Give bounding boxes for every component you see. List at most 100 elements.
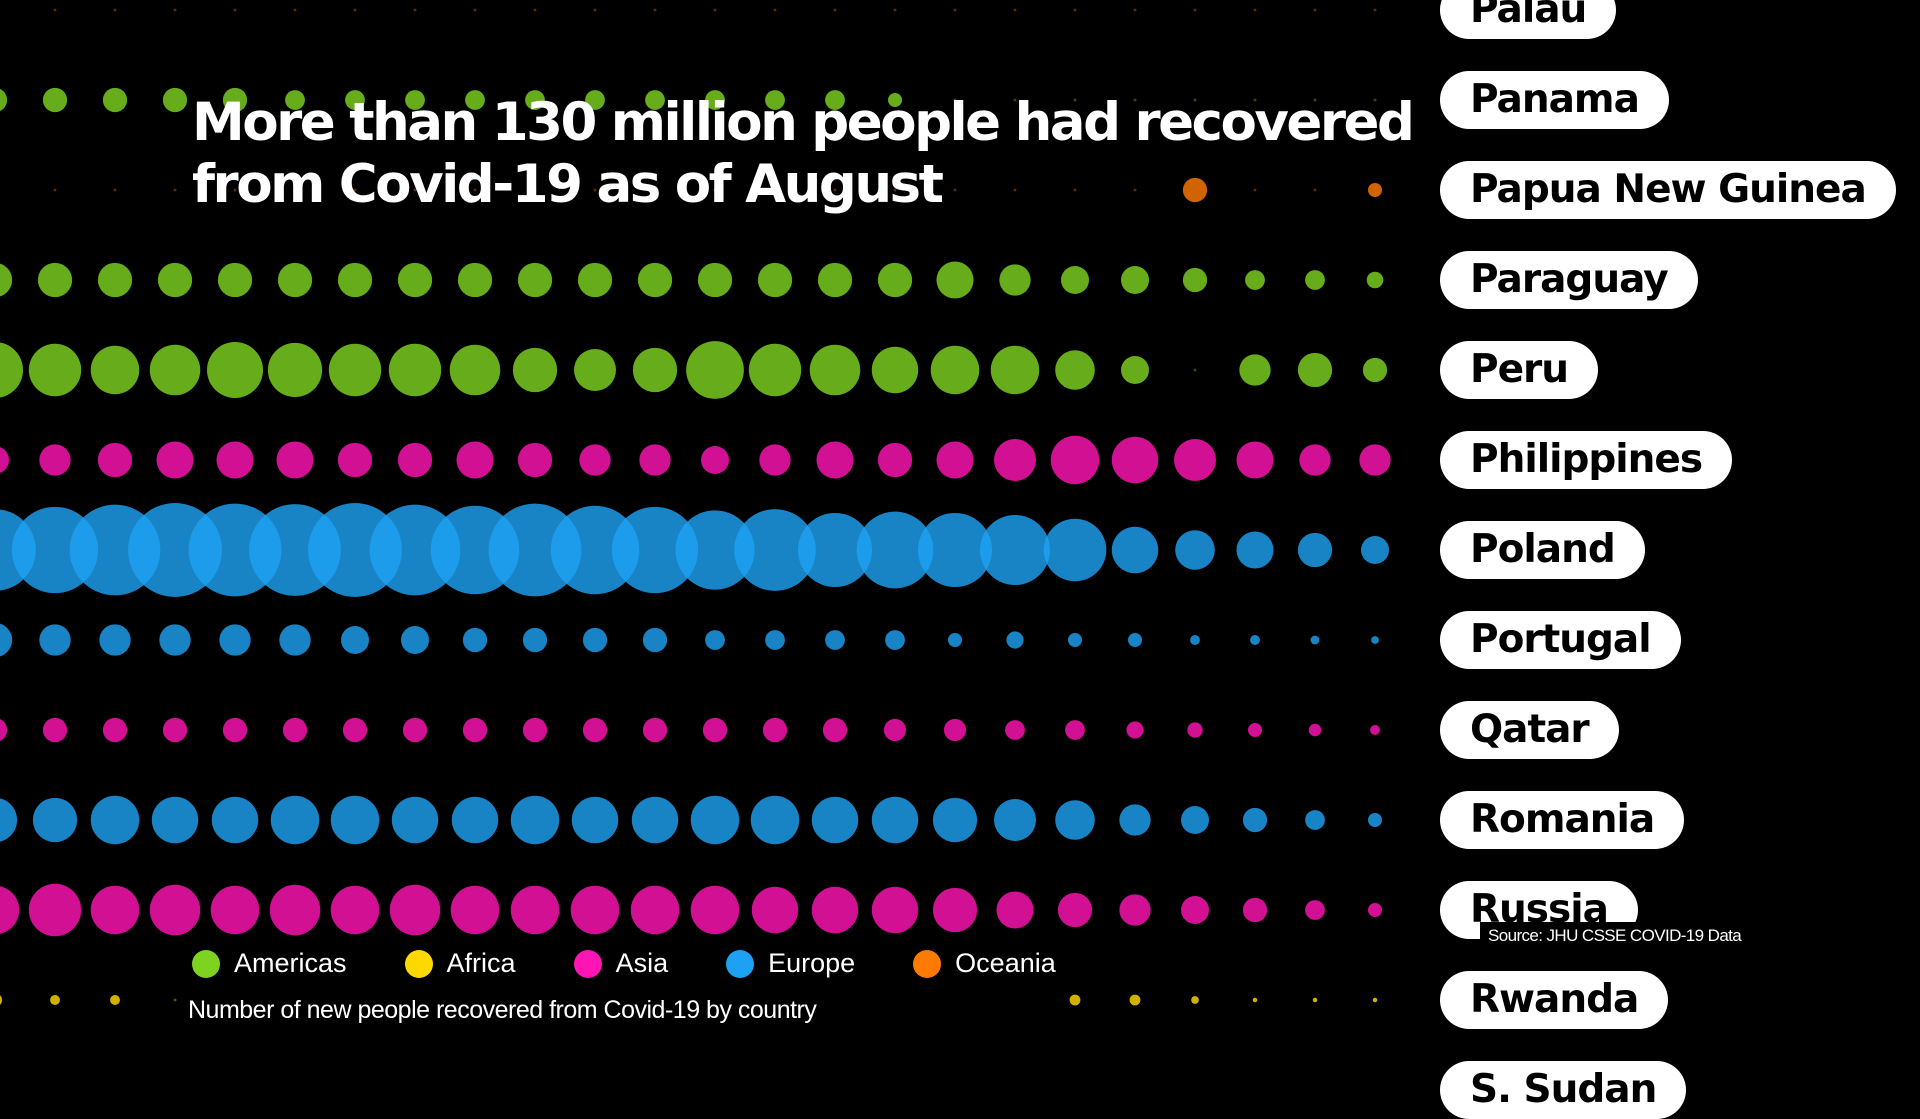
data-point: [1305, 900, 1325, 920]
legend-swatch-oceania: [913, 949, 942, 978]
data-point: [822, 717, 848, 743]
data-point: [1253, 8, 1257, 12]
data-point: [512, 347, 558, 393]
data-point: [893, 188, 897, 192]
bubble-chart: [0, 8, 1391, 1009]
data-point: [697, 262, 733, 298]
data-point: [330, 885, 380, 935]
country-label: Portugal: [1440, 611, 1681, 669]
data-point: [893, 8, 897, 12]
data-point: [885, 630, 905, 650]
data-point: [1121, 266, 1149, 294]
data-point: [1193, 368, 1197, 372]
data-point: [1193, 98, 1197, 102]
data-point: [282, 717, 308, 743]
data-point: [270, 795, 320, 845]
data-point: [702, 717, 728, 743]
data-point: [1181, 806, 1209, 834]
data-point: [173, 8, 177, 12]
data-point: [883, 718, 907, 742]
data-point: [233, 8, 237, 12]
data-point: [102, 87, 128, 113]
legend-label-europe: Europe: [768, 948, 856, 978]
country-label: Qatar: [1440, 701, 1619, 759]
data-point: [642, 627, 668, 653]
data-point: [825, 630, 845, 650]
data-point: [510, 795, 560, 845]
data-point: [1313, 188, 1317, 192]
data-point: [953, 8, 957, 12]
data-point: [1065, 720, 1085, 740]
data-point: [1242, 897, 1268, 923]
data-point: [217, 262, 253, 298]
data-point: [705, 90, 725, 110]
data-point: [856, 511, 934, 589]
data-point: [1252, 997, 1258, 1003]
data-point: [473, 188, 477, 192]
data-point: [510, 885, 560, 935]
data-point: [701, 446, 729, 474]
data-point: [90, 345, 140, 395]
data-point: [1310, 635, 1320, 645]
data-point: [0, 718, 8, 742]
legend-item-asia: Asia: [573, 948, 668, 979]
legend-swatch-asia: [573, 949, 602, 978]
data-point: [1253, 188, 1257, 192]
data-point: [675, 510, 755, 590]
data-point: [1248, 723, 1262, 737]
data-point: [632, 347, 678, 393]
data-point: [1073, 98, 1077, 102]
data-point: [267, 342, 323, 398]
data-point: [797, 512, 873, 588]
data-point: [1372, 997, 1378, 1003]
data-point: [833, 188, 837, 192]
data-point: [871, 346, 919, 394]
data-point: [980, 515, 1050, 585]
data-point: [219, 624, 251, 656]
data-point: [451, 796, 499, 844]
data-point: [639, 444, 671, 476]
data-point: [0, 342, 23, 398]
data-point: [157, 262, 193, 298]
legend-swatch-europe: [726, 949, 755, 978]
data-point: [871, 796, 919, 844]
data-point: [653, 188, 657, 192]
data-point: [1371, 636, 1379, 644]
data-point: [1297, 532, 1333, 568]
data-point: [1313, 8, 1317, 12]
data-point: [522, 717, 548, 743]
data-point: [713, 8, 717, 12]
data-point: [948, 633, 962, 647]
data-point: [269, 884, 321, 936]
data-point: [473, 8, 477, 12]
data-point: [765, 630, 785, 650]
data-point: [210, 885, 260, 935]
data-point: [757, 262, 793, 298]
data-point: [465, 90, 485, 110]
data-point: [1370, 725, 1380, 735]
data-point: [462, 717, 488, 743]
data-point: [759, 444, 791, 476]
data-point: [1043, 518, 1107, 582]
series-papua-new-guinea: [53, 177, 1382, 203]
data-point: [630, 885, 680, 935]
source-note: Source: JHU CSSE COVID-19 Data: [1480, 922, 1788, 945]
chart-subtitle: Number of new people recovered from Covi…: [188, 996, 817, 1024]
data-point: [690, 795, 740, 845]
data-point: [750, 795, 800, 845]
data-point: [1057, 892, 1093, 928]
data-point: [162, 717, 188, 743]
data-point: [149, 344, 201, 396]
data-point: [653, 8, 657, 12]
data-point: [151, 796, 199, 844]
data-point: [953, 188, 957, 192]
country-label: Philippines: [1440, 431, 1733, 489]
data-point: [330, 795, 380, 845]
data-point: [1305, 270, 1325, 290]
data-point: [389, 884, 441, 936]
country-label: Papua New Guinea: [1440, 161, 1896, 219]
series-qatar: [0, 717, 1380, 743]
data-point: [748, 343, 802, 397]
series-peru: [0, 341, 1388, 399]
data-point: [1361, 536, 1389, 564]
